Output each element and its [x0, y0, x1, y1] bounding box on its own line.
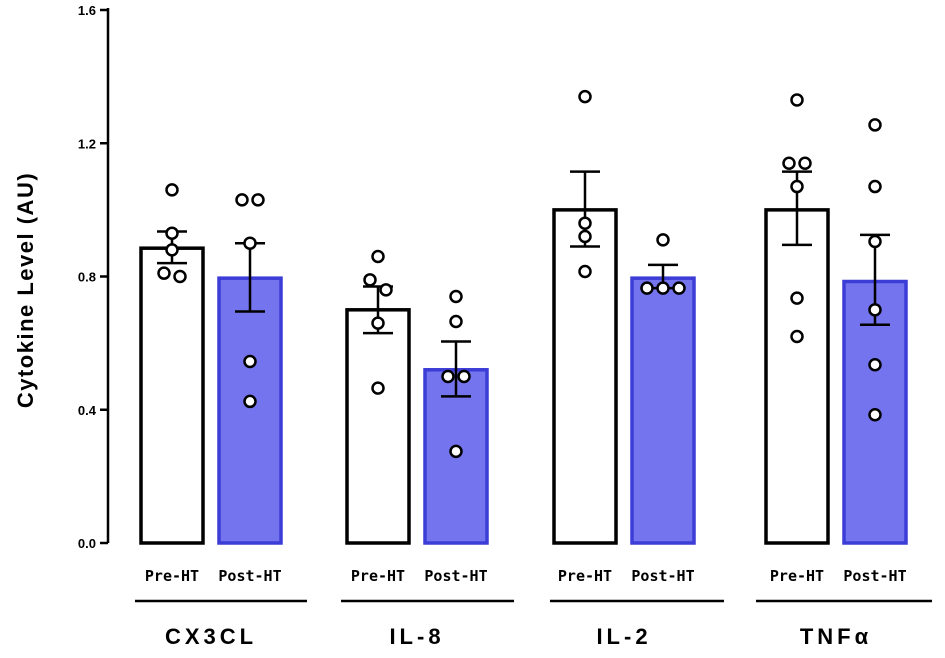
group-label: IL-2: [596, 624, 651, 649]
bar-post: [217, 276, 283, 545]
bar-pre: [552, 208, 618, 545]
bar-pre: [139, 246, 205, 545]
condition-label: Post-HT: [631, 567, 694, 585]
group-label: CX3CL: [165, 624, 257, 649]
data-point: [868, 234, 882, 249]
y-axis: 0.0 0.4 0.8 1.2 1.6: [78, 3, 110, 551]
data-point: [578, 264, 592, 279]
x-axis-labels: Pre-HT Post-HT CX3CL Pre-HT Post-HT IL-8 Pre-H…: [135, 567, 932, 649]
data-point: [243, 354, 257, 369]
y-tick-label: 1.6: [78, 3, 96, 18]
data-point: [578, 89, 592, 104]
group-label: IL-8: [389, 624, 444, 649]
data-point: [790, 291, 804, 305]
data-point: [790, 179, 804, 194]
data-point: [578, 229, 592, 244]
condition-label: Pre-HT: [145, 567, 199, 585]
data-point: [363, 273, 377, 287]
y-tick-label: 0.0: [78, 536, 96, 551]
data-point: [782, 156, 796, 170]
data-point: [449, 444, 463, 459]
bars: [139, 89, 908, 545]
condition-label: Post-HT: [218, 567, 281, 585]
data-point: [672, 281, 686, 295]
bar-pre: [764, 208, 830, 545]
condition-label: Post-HT: [424, 567, 487, 585]
data-point: [371, 316, 385, 330]
data-point: [449, 314, 463, 329]
condition-label: Pre-HT: [770, 567, 824, 585]
data-point: [457, 369, 471, 384]
data-point: [868, 118, 882, 132]
condition-label: Pre-HT: [558, 567, 612, 585]
data-point: [371, 381, 385, 395]
data-point: [798, 156, 812, 170]
data-point: [868, 179, 882, 194]
data-point: [656, 233, 670, 247]
data-point: [165, 183, 179, 197]
y-tick-label: 0.8: [78, 270, 96, 285]
data-point: [157, 266, 171, 280]
data-point: [243, 394, 257, 409]
data-point: [165, 226, 179, 240]
data-point: [243, 236, 257, 250]
data-point: [165, 243, 179, 257]
data-point: [790, 329, 804, 344]
data-point: [251, 193, 265, 207]
condition-label: Pre-HT: [351, 567, 405, 585]
data-point: [449, 289, 463, 304]
condition-label: Post-HT: [843, 567, 906, 585]
y-tick-label: 0.4: [78, 403, 97, 418]
bar-pre: [345, 308, 411, 545]
data-point: [656, 281, 670, 295]
data-point: [640, 281, 654, 295]
y-tick-label: 1.2: [78, 136, 96, 151]
data-point: [441, 369, 455, 384]
data-point: [379, 283, 393, 297]
y-axis-label: Cytokine Level (AU): [13, 172, 38, 408]
data-point: [173, 269, 187, 284]
bar-post: [630, 276, 696, 545]
data-point: [790, 93, 804, 107]
group-label: TNFα: [800, 624, 872, 649]
data-point: [868, 303, 882, 317]
data-point: [868, 407, 882, 422]
data-point: [371, 249, 385, 264]
data-point: [235, 193, 249, 207]
data-point: [868, 358, 882, 372]
data-point: [578, 216, 592, 230]
